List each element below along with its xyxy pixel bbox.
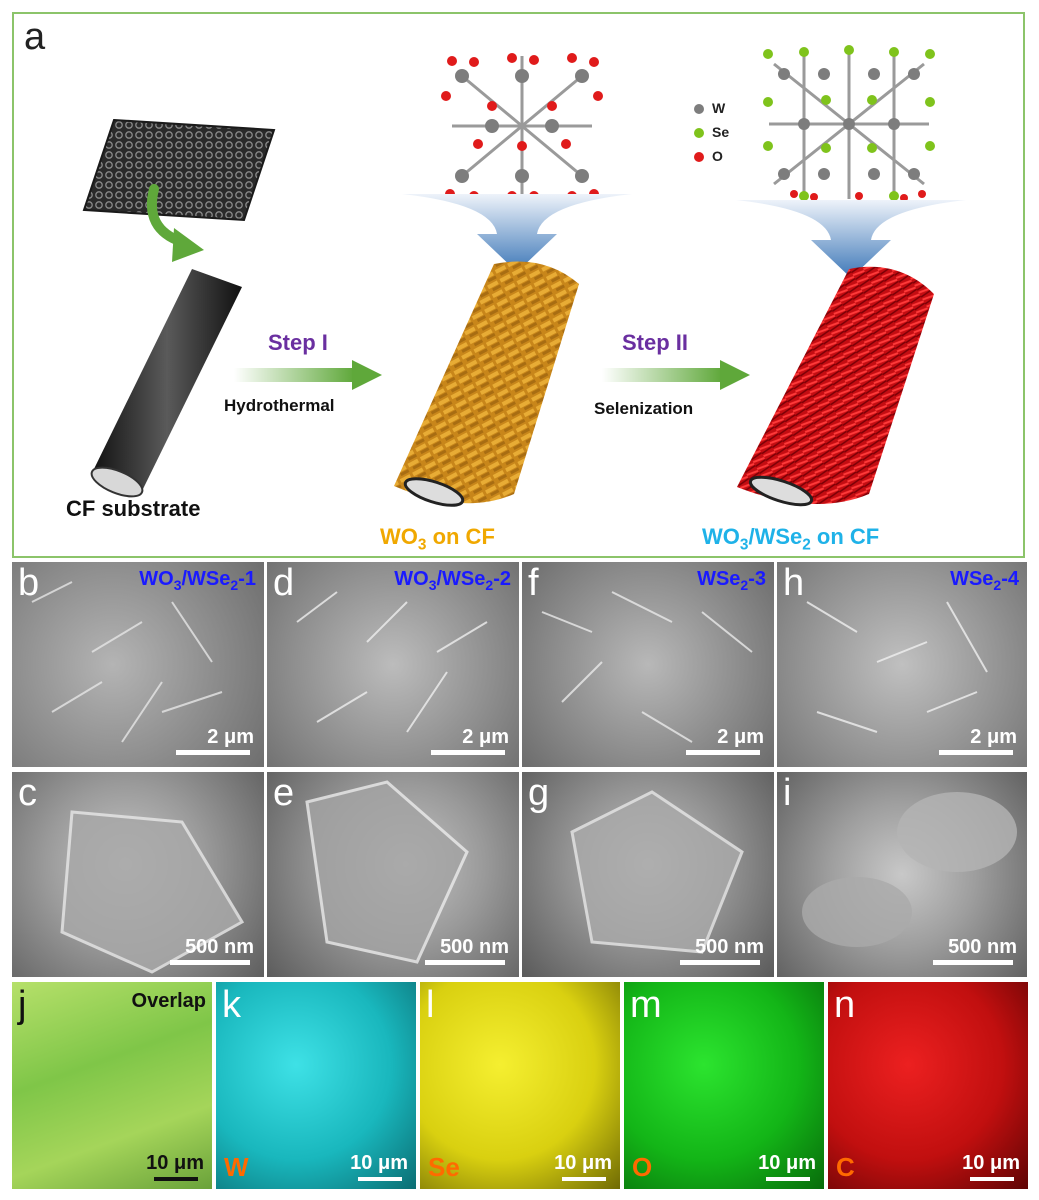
- step-1-process: Hydrothermal: [224, 396, 335, 415]
- step-2-arrow-icon: [602, 360, 750, 390]
- sem-tile-c: c 500 nm: [12, 772, 264, 977]
- eds-tile-j: j Overlap 10 μm: [12, 982, 212, 1189]
- step-2-process: Selenization: [594, 399, 694, 418]
- scale-label-n: 10 μm: [962, 1152, 1020, 1174]
- panel-letter-e: e: [273, 772, 295, 814]
- scale-bar: [562, 1177, 606, 1181]
- funnel-arrow-icon: [736, 200, 966, 278]
- legend-w: W: [694, 100, 725, 116]
- scale-label-g: 500 nm: [695, 936, 764, 958]
- panel-letter-j: j: [18, 984, 27, 1026]
- w-atom-icon: [694, 104, 704, 115]
- scale-label-f: 2 μm: [717, 726, 764, 748]
- scale-bar: [939, 750, 1013, 755]
- overlap-label: Overlap: [131, 990, 206, 1012]
- sem-texture: [305, 780, 469, 964]
- cf-substrate-label: CF substrate: [66, 496, 201, 521]
- sem-texture: [31, 581, 223, 743]
- scale-label-l: 10 μm: [554, 1152, 612, 1174]
- sem-tile-e: e 500 nm: [267, 772, 519, 977]
- wo3-wse2-coated-fiber: [737, 266, 934, 507]
- panel-letter-m: m: [630, 984, 662, 1026]
- scale-label-b: 2 μm: [207, 726, 254, 748]
- panel-letter-n: n: [834, 984, 856, 1026]
- sample-title-d: WO3/WSe2-2: [394, 568, 511, 593]
- wo3-coated-fiber: [394, 261, 579, 507]
- wo3-wse2-crystal-structure: [763, 45, 935, 202]
- scale-bar: [425, 960, 505, 965]
- se-atom-icon: [694, 128, 704, 139]
- eds-tile-k: k W 10 μm: [216, 982, 416, 1189]
- scale-bar: [176, 750, 250, 755]
- panel-letter-g: g: [528, 772, 550, 814]
- sample-title-f: WSe2-3: [697, 568, 766, 593]
- sem-texture: [806, 601, 988, 733]
- eds-tile-m: m O 10 μm: [624, 982, 824, 1189]
- sample-title-b: WO3/WSe2-1: [139, 568, 256, 593]
- element-label-o: O: [632, 1152, 653, 1182]
- panel-letter-k: k: [222, 984, 241, 1026]
- sample-title-h: WSe2-4: [950, 568, 1019, 593]
- scale-label-k: 10 μm: [350, 1152, 408, 1174]
- scale-bar: [970, 1177, 1014, 1181]
- panel-letter-d: d: [273, 562, 295, 604]
- eds-tile-l: l Se 10 μm: [420, 982, 620, 1189]
- element-label-se: Se: [428, 1152, 460, 1182]
- scale-bar: [170, 960, 250, 965]
- schematic-panel: a CF substrate Step I Hydrothermal: [12, 12, 1025, 558]
- eds-tile-n: n C 10 μm: [828, 982, 1028, 1189]
- wo3-wse2-on-cf-label: WO3/WSe2 on CF: [702, 524, 880, 554]
- scale-bar: [686, 750, 760, 755]
- scale-label-m: 10 μm: [758, 1152, 816, 1174]
- panel-letter-i: i: [783, 772, 792, 814]
- sem-texture: [60, 810, 245, 974]
- sem-texture: [296, 591, 488, 733]
- scale-bar: [358, 1177, 402, 1181]
- sem-texture: [802, 792, 1017, 947]
- scale-label-c: 500 nm: [185, 936, 254, 958]
- sem-texture: [570, 790, 744, 954]
- scale-label-h: 2 μm: [970, 726, 1017, 748]
- sem-tile-b: b WO3/WSe2-1 2 μm: [12, 562, 264, 767]
- sem-tile-h: h WSe2-4 2 μm: [777, 562, 1027, 767]
- carbon-cloth-mesh: [82, 118, 276, 222]
- step-1-arrow-icon: [234, 360, 382, 390]
- funnel-arrow-icon: [402, 194, 632, 272]
- panel-letter-b: b: [18, 562, 40, 604]
- legend-o: O: [694, 148, 723, 164]
- panel-letter-f: f: [528, 562, 539, 604]
- scale-label-j: 10 μm: [146, 1152, 204, 1174]
- scale-bar: [933, 960, 1013, 965]
- scale-bar: [680, 960, 760, 965]
- panel-letter-h: h: [783, 562, 805, 604]
- scale-label-i: 500 nm: [948, 936, 1017, 958]
- step-2-title: Step II: [622, 330, 689, 355]
- element-label-w: W: [224, 1152, 249, 1182]
- legend-se: Se: [694, 124, 729, 140]
- step-1-title: Step I: [268, 330, 328, 355]
- scale-bar: [431, 750, 505, 755]
- wo3-on-cf-label: WO3 on CF: [380, 524, 495, 554]
- scale-label-e: 500 nm: [440, 936, 509, 958]
- o-atom-icon: [694, 152, 704, 163]
- curved-arrow-icon: [146, 184, 204, 262]
- panel-letter-l: l: [426, 984, 435, 1026]
- carbon-fiber-cylinder: [90, 269, 242, 498]
- sem-texture: [541, 591, 753, 743]
- element-label-c: C: [836, 1152, 855, 1182]
- sem-tile-f: f WSe2-3 2 μm: [522, 562, 774, 767]
- wo3-crystal-structure: [441, 53, 603, 201]
- scale-bar: [766, 1177, 810, 1181]
- scale-bar: [154, 1177, 198, 1181]
- atom-legend: W Se O: [674, 98, 734, 188]
- sem-tile-g: g 500 nm: [522, 772, 774, 977]
- panel-letter-c: c: [18, 772, 37, 814]
- sem-tile-i: i 500 nm: [777, 772, 1027, 977]
- panel-letter-a: a: [24, 16, 46, 58]
- sem-tile-d: d WO3/WSe2-2 2 μm: [267, 562, 519, 767]
- scale-label-d: 2 μm: [462, 726, 509, 748]
